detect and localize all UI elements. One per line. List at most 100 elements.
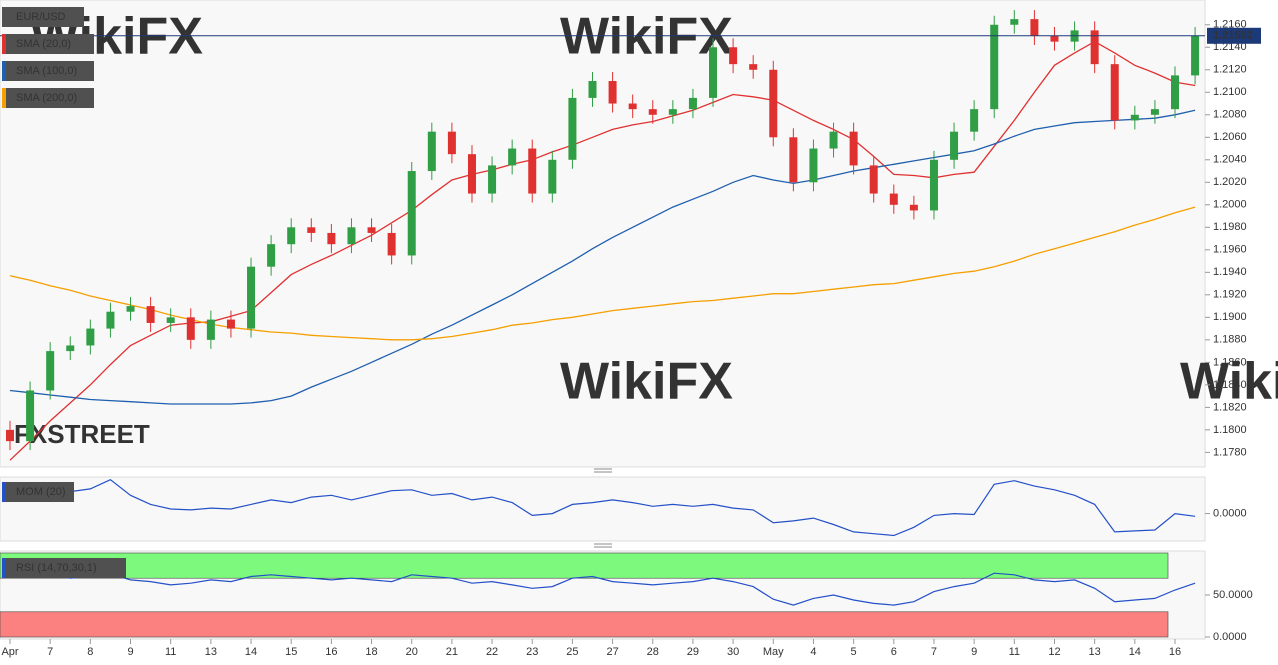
last-price-box [1207,27,1261,44]
logo: FXSTREET [14,419,150,449]
x-tick-label: 6 [891,646,897,658]
candle-body [447,131,456,155]
x-tick-label: 7 [47,646,53,658]
candle-body [186,317,195,340]
x-tick-label: 13 [1089,646,1101,658]
x-tick-label: 22 [486,646,498,658]
candle-body [166,317,175,323]
legend-box [2,7,84,27]
candle-body [568,97,577,160]
candle-body [407,171,416,256]
x-tick-label: 15 [285,646,297,658]
candle-body [488,165,497,194]
candle-body [267,244,276,267]
legend-swatch [2,558,6,578]
y-tick-label: 1.2080 [1213,109,1247,121]
x-tick-label: 11 [1009,646,1020,658]
y-tick-label: 50.0000 [1213,589,1253,601]
candle-body [909,204,918,211]
y-tick-label: 1.2040 [1213,154,1247,166]
candle-body [628,103,637,110]
candle-body [970,109,979,132]
rsi-band [0,552,1169,579]
x-tick-label: May [763,646,784,658]
candle-body [829,131,838,149]
legend-title: RSI (14,70,30,1) [16,562,97,574]
x-tick-label: 14 [245,646,257,658]
candle-body [427,131,436,172]
candle-body [588,81,597,98]
y-tick-label: 1.2160 [1213,19,1247,31]
indicator-line [9,569,1196,606]
y-tick-label: 0.0000 [1213,631,1247,643]
candle-body [467,154,476,194]
candle-body [1110,64,1119,121]
x-tick-label: 28 [647,646,659,658]
candle-body [789,137,798,183]
x-tick-label: 16 [325,646,337,658]
candle-body [1010,19,1019,25]
candle-body [709,47,718,98]
y-tick-label: 1.2140 [1213,41,1247,53]
x-tick-label: 8 [87,646,93,658]
x-tick-label: 11 [165,646,176,658]
candle-body [387,232,396,256]
legend-label: SMA (20,0) [16,38,71,50]
x-tick-label: Apr [1,646,18,658]
y-tick-label: 1.2100 [1213,86,1247,98]
candle-body [608,81,617,104]
x-tick-label: 30 [727,646,739,658]
y-tick-label: 1.1780 [1213,446,1247,458]
legend-swatch [2,88,6,108]
x-tick-label: 18 [365,646,377,658]
indicator-line [9,479,1196,537]
x-tick-label: 23 [526,646,538,658]
y-tick-label: 1.1920 [1213,289,1247,301]
watermark: WikiFX [560,353,733,411]
x-tick-label: 29 [687,646,699,658]
y-tick-label: 1.2120 [1213,64,1247,76]
y-tick-label: 1.1860 [1213,356,1247,368]
candle-body [6,429,14,442]
y-tick-label: 1.1800 [1213,424,1247,436]
y-tick-label: 1.2020 [1213,176,1247,188]
x-tick-label: 7 [931,646,937,658]
legend-box [2,34,94,54]
y-tick-label: 1.1820 [1213,401,1247,413]
candle-body [307,227,316,233]
candle-body [247,266,256,329]
price-panel [0,0,1206,468]
candle-body [548,159,557,194]
candle-body [729,47,738,65]
x-tick-label: 13 [205,646,217,658]
candle-body [929,159,938,211]
candle-body [528,148,537,194]
legend-box [2,482,74,502]
x-tick-label: 12 [1048,646,1060,658]
candle-body [66,345,75,352]
candle-body [769,69,778,138]
candle-body [889,193,898,205]
x-tick-label: 20 [406,646,418,658]
candle-body [990,24,999,110]
candle-body [1191,36,1200,76]
legend-title: MOM (20) [16,486,66,498]
legend-swatch [2,61,6,81]
last-price-label: 1.21502 [1213,30,1253,42]
y-tick-label: 1.2060 [1213,131,1247,143]
candle-body [648,109,657,115]
legend-box [2,558,126,578]
candle-body [950,131,959,160]
x-tick-label: 5 [851,646,857,658]
legend-swatch [2,482,6,502]
x-tick-label: 21 [446,646,458,658]
x-tick-label: 16 [1169,646,1181,658]
x-tick-label: 9 [971,646,977,658]
candle-body [688,97,697,110]
candle-body [1171,75,1179,110]
candle-body [668,109,677,115]
y-tick-label: 1.1880 [1213,334,1247,346]
splitter [594,468,612,548]
